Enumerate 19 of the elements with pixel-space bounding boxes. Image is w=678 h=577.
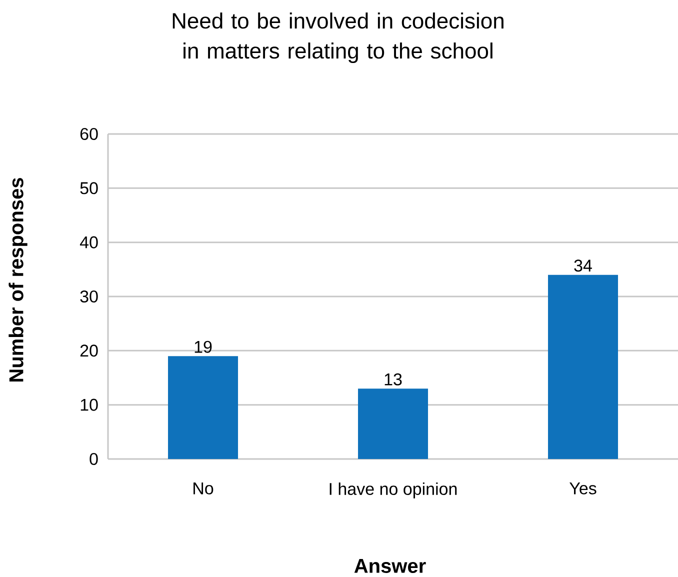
chart-title: Need to be involved in codecision in matters relating to the school (172, 12, 504, 64)
y-tick-label: 20 (80, 344, 98, 357)
y-axis-title: Number of responses (8, 178, 28, 382)
y-tick-label: 60 (80, 128, 98, 140)
x-axis-title: Answer (354, 559, 426, 573)
bar (548, 274, 618, 459)
data-label: 19 (194, 340, 212, 353)
data-label: 13 (384, 373, 402, 386)
y-tick-label: 30 (80, 290, 98, 303)
y-tick-label: 50 (80, 182, 98, 194)
bar (358, 388, 428, 459)
x-tick-label: No (194, 482, 214, 494)
bar (168, 356, 238, 459)
y-tick-label: 10 (80, 398, 98, 411)
y-tick-label: 40 (80, 236, 98, 248)
x-tick-label: I have no opinion (330, 482, 457, 498)
data-label: 34 (574, 260, 592, 272)
y-tick-label: 0 (90, 452, 98, 466)
x-tick-label: Yes (570, 482, 596, 494)
